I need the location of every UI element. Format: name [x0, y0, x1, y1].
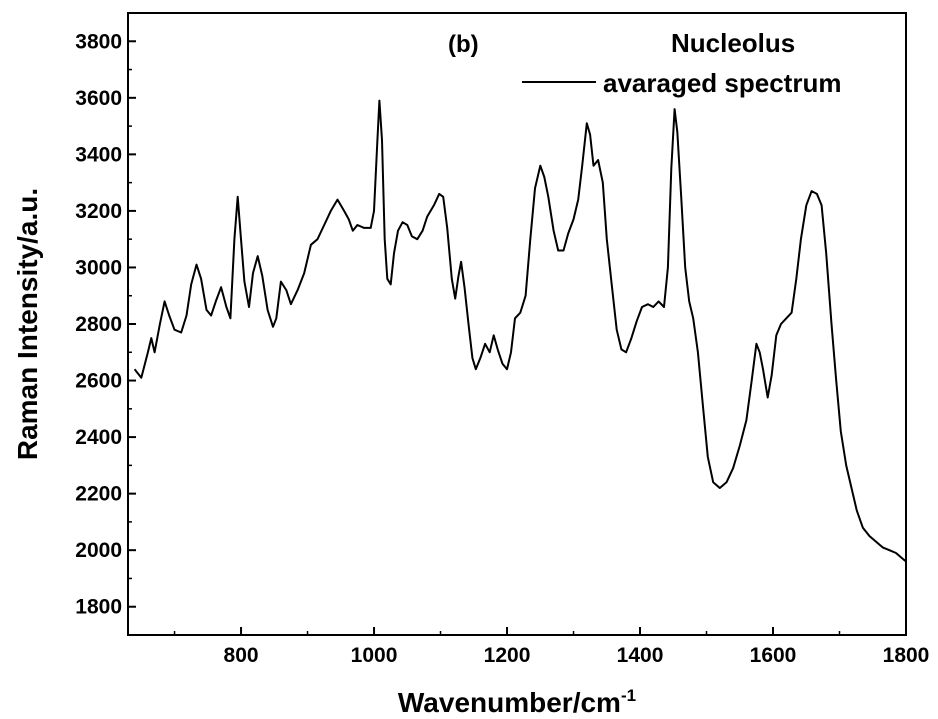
legend-entry-label: avaraged spectrum: [603, 68, 841, 98]
panel-label: (b): [448, 31, 479, 58]
x-axis-title-text: Wavenumber/cm: [398, 687, 621, 718]
x-tick-label: 1600: [750, 644, 797, 667]
x-tick-label: 1200: [484, 644, 531, 667]
y-tick-label: 2200: [75, 483, 122, 506]
series-line-avaraged-spectrum: [133, 99, 907, 563]
x-axis-ticks: 800 1000 1200 1400 1600 1800: [173, 627, 930, 667]
plot-frame: [127, 12, 907, 636]
y-axis-title: Raman Intensity/a.u.: [12, 188, 43, 460]
x-axis-title-superscript: -1: [621, 686, 636, 705]
y-tick-label: 3200: [75, 200, 122, 223]
y-tick-label: 2400: [75, 426, 122, 449]
x-tick-label: 1800: [883, 644, 930, 667]
y-tick-label: 2600: [75, 370, 122, 393]
y-tick-label: 2000: [75, 539, 122, 562]
y-tick-label: 2800: [75, 313, 122, 336]
x-axis-title: Wavenumber/cm-1: [398, 686, 636, 718]
y-tick-label: 1800: [75, 596, 122, 619]
y-tick-label: 3600: [75, 87, 122, 110]
y-tick-label: 3400: [75, 143, 122, 166]
x-tick-label: 1000: [351, 644, 398, 667]
x-tick-label: 800: [224, 644, 259, 667]
y-tick-label: 3800: [75, 30, 122, 53]
y-axis-ticks: 1800 2000 2200 2400 2600 2800 3000 3200 3400 3600…: [75, 12, 136, 636]
y-tick-label: 3000: [75, 256, 122, 279]
legend-title: Nucleolus: [671, 28, 795, 58]
x-tick-label: 1400: [617, 644, 664, 667]
